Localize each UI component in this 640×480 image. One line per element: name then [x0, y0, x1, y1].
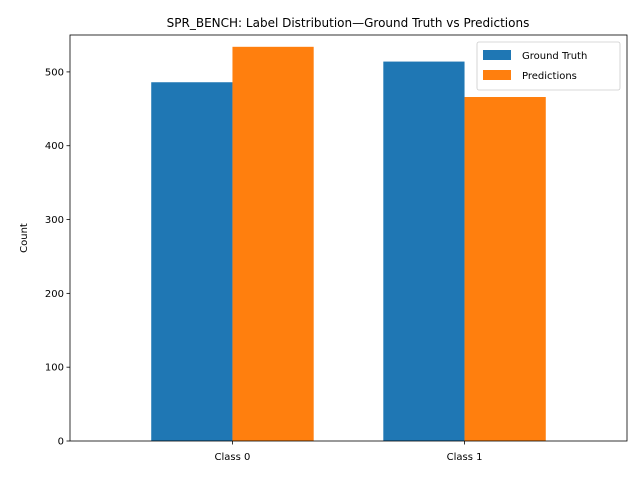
legend-label: Ground Truth — [522, 51, 587, 62]
bar-predictions-class-0 — [232, 46, 314, 441]
bar-predictions-class-1 — [464, 97, 546, 442]
y-tick-label: 100 — [45, 363, 64, 374]
plot-frame — [69, 34, 628, 442]
x-tick-label: Class 0 — [215, 452, 251, 463]
bars-group — [151, 46, 546, 442]
y-axis-label: Count — [19, 223, 30, 253]
legend-box — [476, 41, 621, 91]
x-tick-label: Class 1 — [447, 452, 483, 463]
chart-title: SPR_BENCH: Label Distribution—Ground Tru… — [167, 16, 530, 30]
y-tick-label: 300 — [45, 215, 64, 226]
y-tick-label: 0 — [58, 437, 64, 448]
legend: Ground Truth Predictions — [476, 41, 621, 91]
legend-label: Predictions — [522, 71, 577, 82]
legend-swatch — [483, 70, 511, 80]
bar-ground-truth-class-0 — [151, 82, 233, 441]
y-tick-label: 400 — [45, 141, 64, 152]
y-tick-label: 200 — [45, 289, 64, 300]
y-axis: 0 100 200 300 400 500 — [45, 67, 70, 448]
bar-ground-truth-class-1 — [383, 61, 465, 441]
y-tick-label: 500 — [45, 67, 64, 78]
legend-swatch — [483, 50, 511, 60]
x-axis: Class 0 Class 1 — [215, 441, 483, 463]
